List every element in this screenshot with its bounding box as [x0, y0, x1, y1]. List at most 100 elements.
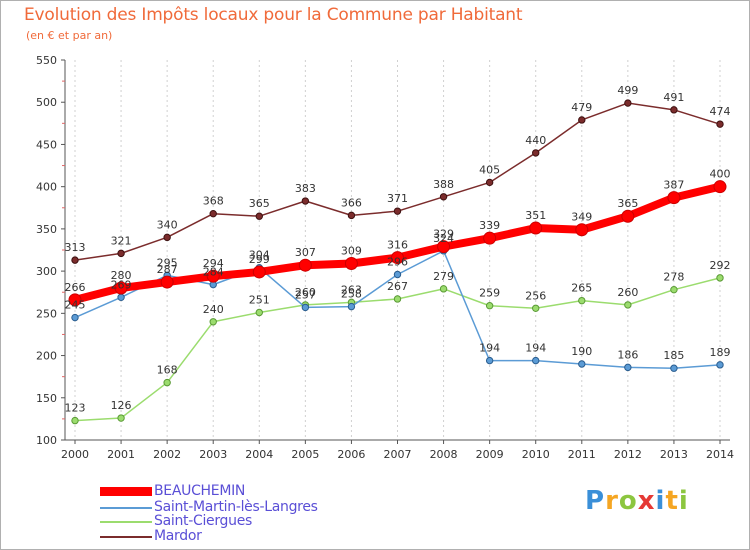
y-tick-label: 200 [36, 350, 57, 363]
x-tick-label: 2004 [245, 448, 273, 461]
data-point [71, 416, 79, 425]
proxiti-logo: Proxiti [585, 486, 689, 516]
data-label: 257 [295, 288, 316, 301]
data-label: 260 [617, 286, 638, 299]
data-point [393, 270, 402, 279]
data-label: 307 [295, 246, 316, 259]
data-label: 190 [571, 345, 592, 358]
x-tick-label: 2000 [61, 448, 89, 461]
data-point [670, 285, 678, 294]
logo-letter: r [605, 486, 619, 516]
data-label: 280 [111, 269, 132, 282]
x-tick-label: 2005 [291, 448, 319, 461]
data-label: 292 [710, 259, 731, 272]
data-label: 405 [479, 163, 500, 176]
data-label: 383 [295, 182, 316, 195]
legend-swatch-mardor [100, 536, 152, 538]
data-label: 126 [111, 399, 132, 412]
data-point [301, 197, 310, 205]
data-label: 339 [479, 219, 500, 232]
data-label: 324 [433, 232, 454, 245]
chart-subtitle: (en € et par an) [26, 29, 113, 42]
data-point [713, 180, 727, 194]
x-tick-label: 2009 [476, 448, 504, 461]
data-point [347, 211, 356, 220]
data-point [485, 178, 494, 187]
y-tick-label: 400 [36, 181, 57, 194]
data-label: 316 [387, 239, 408, 252]
x-tick-label: 2006 [337, 448, 365, 461]
data-point [716, 274, 724, 282]
legend-label-saint-ciergues: Saint-Ciergues [154, 513, 253, 529]
data-label: 351 [525, 209, 546, 222]
y-tick-label: 500 [36, 96, 57, 109]
legend-label-mardor: Mardor [154, 528, 202, 544]
x-tick-label: 2003 [199, 448, 227, 461]
data-point [532, 149, 540, 157]
data-label: 240 [203, 303, 224, 316]
data-label: 260 [295, 286, 316, 299]
data-point [344, 257, 358, 271]
data-point [117, 414, 125, 422]
x-tick-label: 2013 [660, 448, 688, 461]
data-point [301, 303, 310, 312]
y-tick-label: 350 [36, 223, 57, 236]
data-label: 251 [249, 293, 270, 306]
data-point [393, 207, 402, 215]
data-point [439, 193, 448, 201]
logo-letter: i [678, 486, 689, 516]
data-point [209, 209, 217, 218]
y-tick-label: 100 [36, 434, 57, 447]
data-point [252, 265, 266, 279]
data-point [117, 293, 125, 301]
data-label: 284 [203, 266, 224, 279]
data-point [71, 313, 79, 322]
data-point [529, 221, 543, 235]
data-label: 168 [157, 364, 178, 377]
logo-letter: x [637, 486, 656, 516]
data-point [624, 363, 632, 372]
data-label: 258 [341, 288, 362, 301]
data-point [716, 120, 724, 128]
data-label: 304 [249, 249, 270, 262]
legend-item-mardor: Mardor [100, 528, 360, 545]
y-tick-label: 450 [36, 138, 57, 151]
data-point [670, 364, 678, 372]
data-point [575, 223, 589, 237]
data-point [437, 240, 451, 254]
data-label: 329 [433, 228, 454, 241]
logo-letter: t [665, 486, 679, 516]
x-tick-label: 2008 [430, 448, 458, 461]
data-label: 269 [111, 278, 132, 291]
y-tick-label: 150 [36, 392, 57, 405]
data-label: 365 [617, 197, 638, 210]
data-point [163, 233, 171, 242]
data-point [624, 99, 632, 107]
y-tick-label: 550 [36, 54, 57, 67]
data-point [532, 356, 540, 365]
data-label: 313 [65, 241, 86, 254]
data-point [68, 293, 82, 307]
data-label: 366 [341, 196, 362, 209]
data-point [670, 106, 678, 114]
legend-swatch-saint-martin [100, 507, 152, 509]
data-point [347, 302, 356, 311]
data-label: 368 [203, 195, 224, 208]
x-tick-label: 2007 [384, 448, 412, 461]
data-label: 400 [710, 168, 731, 181]
data-label: 279 [433, 270, 454, 283]
data-label: 491 [663, 91, 684, 104]
logo-letter: i [655, 486, 666, 516]
data-point [206, 269, 220, 283]
legend-label-beauchemin: BEAUCHEMIN [154, 483, 246, 499]
data-point [621, 209, 635, 223]
data-label: 267 [387, 280, 408, 293]
data-label: 287 [157, 263, 178, 276]
x-tick-label: 2014 [706, 448, 734, 461]
data-label: 278 [663, 271, 684, 284]
data-point [255, 308, 263, 317]
logo-letter: o [618, 486, 638, 516]
data-point [485, 302, 494, 310]
data-label: 189 [710, 346, 731, 359]
data-label: 123 [65, 402, 86, 415]
